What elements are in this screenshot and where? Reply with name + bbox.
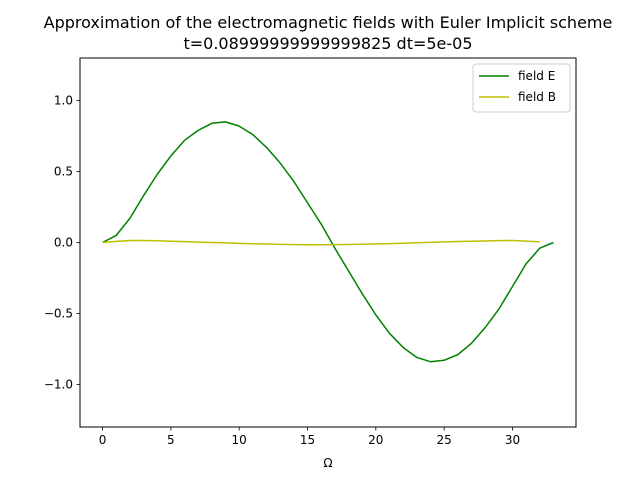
x-tick-label: 20	[368, 433, 383, 447]
series-line-field-e	[102, 121, 554, 363]
x-axis: 0 5 10 15 20 25 30	[99, 427, 520, 447]
chart-title: Approximation of the electromagnetic fie…	[44, 13, 613, 32]
y-tick-label: 0.5	[54, 165, 73, 179]
x-tick-label: 10	[232, 433, 247, 447]
y-tick-label: −1.0	[44, 377, 73, 391]
y-axis: 1.0 0.5 0.0 −0.5 −1.0	[44, 94, 80, 391]
y-tick-label: −0.5	[44, 306, 73, 320]
x-tick-label: 25	[437, 433, 452, 447]
y-tick-label: 1.0	[54, 94, 73, 108]
plot-area	[80, 58, 576, 427]
x-tick-label: 0	[99, 433, 107, 447]
series-layer	[102, 121, 554, 363]
x-tick-label: 5	[167, 433, 175, 447]
chart-subtitle: t=0.08999999999999825 dt=5e-05	[183, 34, 472, 53]
x-tick-label: 30	[505, 433, 520, 447]
legend: field E field B	[472, 63, 571, 113]
series-line-field-b	[102, 239, 540, 246]
legend-label-field-e: field E	[518, 69, 555, 83]
y-tick-label: 0.0	[54, 236, 73, 250]
legend-label-field-b: field B	[518, 90, 556, 104]
x-tick-label: 15	[300, 433, 315, 447]
x-axis-label: Ω	[323, 456, 332, 470]
